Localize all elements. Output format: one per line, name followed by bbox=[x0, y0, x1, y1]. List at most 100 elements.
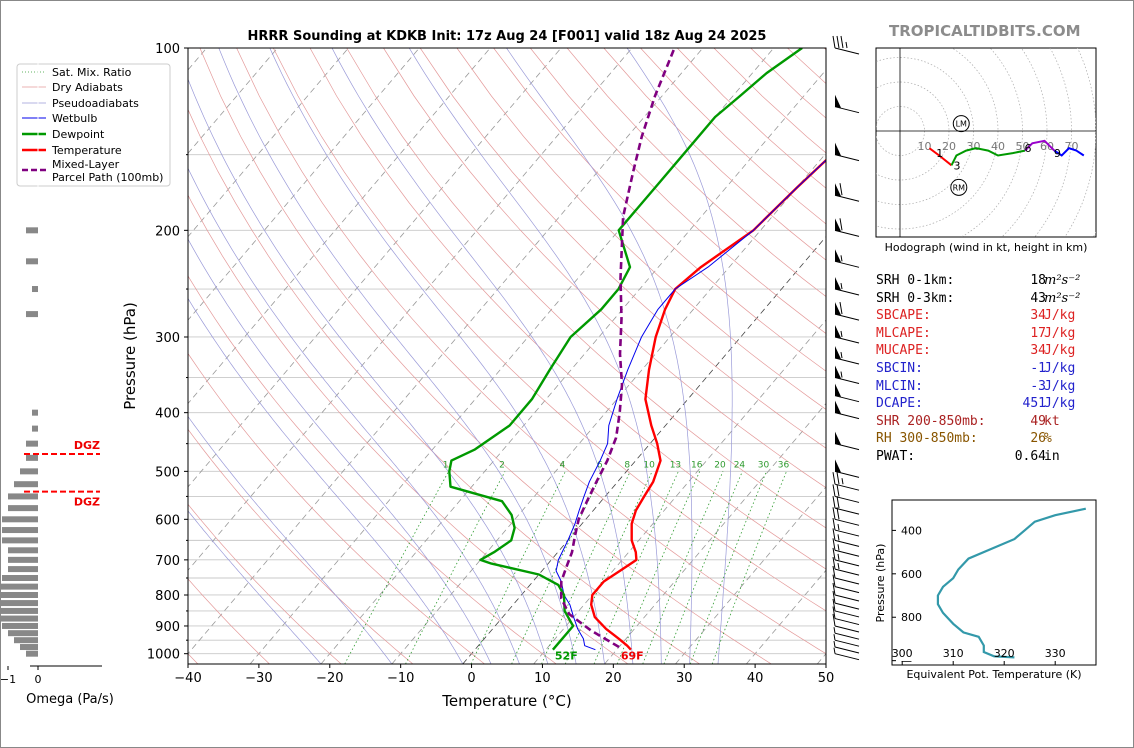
stat-value: 34 bbox=[1030, 308, 1046, 324]
legend-entry-5: Temperature bbox=[51, 144, 122, 157]
legend-entry-4: Dewpoint bbox=[52, 128, 105, 141]
wind-barb-staff bbox=[834, 639, 860, 647]
stat-unit: in bbox=[1044, 448, 1060, 464]
mixing-ratio-label: 4 bbox=[560, 460, 566, 470]
y-tick-label: 100 bbox=[155, 42, 180, 57]
wind-barb bbox=[832, 613, 860, 633]
wind-barb-staff bbox=[834, 412, 860, 420]
mixing-ratio-label: 24 bbox=[734, 460, 746, 470]
hodograph-ring-label: 10 bbox=[918, 140, 932, 153]
omega-bar bbox=[2, 622, 38, 629]
hodograph-ring-label: 60 bbox=[1040, 140, 1054, 153]
stat-value: 43 bbox=[1030, 290, 1046, 306]
omega-bar bbox=[26, 440, 38, 447]
sounding-stats: SRH 0-1km: 18 m²s⁻² SRH 0-3km: 43 m²s⁻² SBCAPE… bbox=[876, 272, 1080, 466]
stat-value: 26 bbox=[1030, 431, 1046, 447]
wind-barb bbox=[834, 218, 860, 237]
wind-barb bbox=[834, 183, 860, 202]
wind-barb bbox=[832, 574, 860, 594]
surface-temperature-label: 69F bbox=[621, 650, 644, 663]
wind-barb-full bbox=[840, 35, 844, 49]
legend-entry-1: Dry Adiabats bbox=[52, 81, 123, 94]
hodograph-segment bbox=[1053, 147, 1085, 157]
stat-row: MLCIN: -3 J/kg bbox=[876, 378, 1075, 396]
moist-adiabat bbox=[408, 48, 662, 664]
mixing-ratio-line bbox=[642, 471, 724, 664]
wind-barb-flag bbox=[835, 249, 841, 263]
hodograph-height-label: 3 bbox=[953, 159, 960, 172]
wind-barb bbox=[832, 538, 860, 557]
stat-label: SRH 0-1km: bbox=[876, 273, 955, 288]
wind-barb bbox=[834, 383, 860, 403]
x-axis-label: Temperature (°C) bbox=[441, 692, 571, 710]
stat-value: 49 bbox=[1030, 413, 1046, 429]
moist-adiabat bbox=[506, 48, 693, 664]
wind-barb-full bbox=[832, 565, 836, 579]
omega-axis-label: Omega (Pa/s) bbox=[26, 692, 114, 707]
y-tick-label: 900 bbox=[155, 620, 180, 635]
stat-value: 451 bbox=[1022, 396, 1046, 412]
y-tick-label: 600 bbox=[155, 513, 180, 528]
wind-barb-staff bbox=[834, 549, 860, 557]
wind-barb-staff bbox=[834, 313, 860, 321]
theta-e-line bbox=[936, 507, 1087, 659]
wind-barb-staff bbox=[834, 336, 860, 344]
stat-label: RH 300-850mb: bbox=[876, 431, 978, 447]
stat-value: 18 bbox=[1030, 273, 1046, 288]
wind-barb-staff bbox=[834, 653, 860, 661]
omega-bar bbox=[26, 311, 38, 318]
wind-barb-staff bbox=[834, 194, 860, 202]
wind-barb-staff bbox=[834, 495, 860, 503]
omega-bar bbox=[26, 227, 38, 234]
isotherm-line bbox=[188, 48, 420, 321]
wind-barb-flag bbox=[835, 365, 841, 379]
wind-barb-full bbox=[832, 574, 836, 587]
stat-unit: J/kg bbox=[1044, 308, 1076, 324]
wind-barb-full bbox=[836, 35, 840, 49]
wind-barb-staff bbox=[834, 377, 860, 385]
mixing-ratio-line bbox=[541, 471, 631, 664]
wind-barb-half bbox=[840, 282, 843, 290]
stat-row: SHR 200-850mb: 49 kt bbox=[876, 413, 1062, 431]
omega-bar bbox=[2, 575, 38, 582]
isotherm-line bbox=[188, 48, 349, 238]
mixing-ratio-line bbox=[593, 471, 679, 664]
theta-e-y-tick-label: 800 bbox=[901, 611, 922, 624]
wind-barb-staff bbox=[834, 586, 860, 594]
wind-barb-staff bbox=[834, 154, 860, 162]
dry-adiabat bbox=[272, 48, 826, 612]
wind-barb-staff bbox=[834, 229, 860, 237]
stat-unit: m²s⁻² bbox=[1044, 273, 1081, 288]
wind-barb bbox=[834, 431, 860, 451]
stat-unit: kt bbox=[1044, 413, 1060, 429]
surface-dewpoint-label: 52F bbox=[555, 650, 578, 663]
hodograph-height-label: 6 bbox=[1025, 142, 1032, 155]
theta-e-plot bbox=[936, 507, 1087, 659]
wind-barb-flag bbox=[835, 218, 841, 232]
x-tick-label: 10 bbox=[534, 671, 551, 686]
wind-barb-staff bbox=[834, 507, 860, 515]
dry-adiabat bbox=[383, 48, 826, 489]
wind-barb-full bbox=[832, 528, 836, 541]
wind-barb bbox=[832, 35, 860, 55]
dry-adiabat bbox=[188, 578, 270, 664]
wind-barb-full bbox=[836, 507, 840, 520]
omega-tick-label: 0 bbox=[35, 673, 42, 686]
wind-barb bbox=[832, 472, 860, 491]
dry-adiabat bbox=[188, 108, 700, 664]
wind-barb-staff bbox=[834, 470, 860, 478]
omega-bar bbox=[0, 583, 38, 590]
y-tick-label: 300 bbox=[155, 331, 180, 346]
omega-bar bbox=[26, 650, 38, 657]
hodograph-ring-label: 30 bbox=[967, 140, 981, 153]
stat-unit: J/kg bbox=[1044, 325, 1076, 341]
wind-barb bbox=[832, 507, 860, 526]
mixing-ratio-label: 1 bbox=[443, 460, 449, 470]
wind-barb bbox=[832, 528, 860, 547]
wind-barb bbox=[834, 277, 860, 296]
stat-value: 0.64 bbox=[1014, 448, 1046, 464]
wind-barb-half bbox=[837, 523, 840, 531]
y-tick-label: 200 bbox=[155, 224, 180, 239]
wind-barb-full bbox=[832, 507, 836, 520]
